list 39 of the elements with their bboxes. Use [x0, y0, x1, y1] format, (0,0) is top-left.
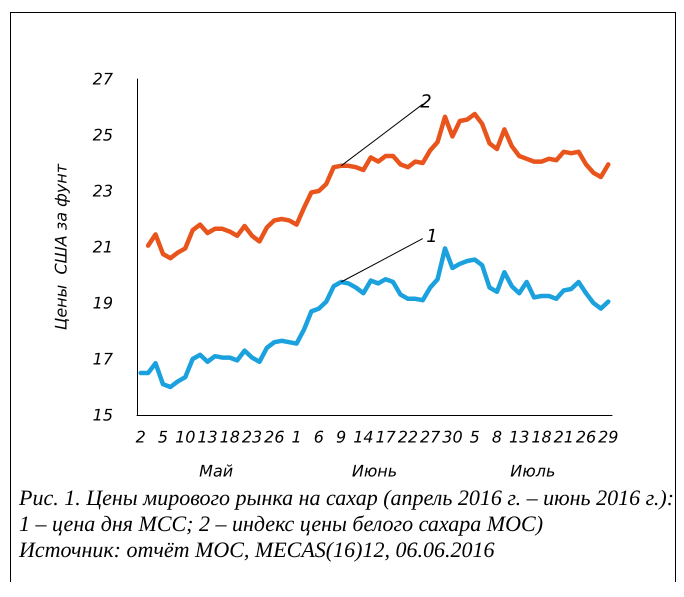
- y-tick-label: 25: [92, 126, 113, 144]
- x-tick-label: 6: [314, 428, 324, 446]
- x-tick-label: 23: [242, 428, 262, 446]
- x-tick-label: 22: [398, 428, 418, 446]
- y-tick-label: 21: [92, 238, 113, 256]
- x-tick-label: 30: [442, 428, 463, 446]
- line-series: [138, 246, 611, 390]
- x-tick-label: 21: [554, 428, 574, 446]
- text: Май: [199, 462, 234, 480]
- y-axis-title: Цены США за фунт: [52, 163, 70, 330]
- x-tick-label: 18: [531, 428, 552, 446]
- text: Рис. 1. Цены мирового рынка на сахар (апрель 2016 г. – июнь 2016 г.): 1 – цена дня МСС; 2 – индекс цены белого сахара МОС): [19, 485, 676, 537]
- line-series: [146, 112, 611, 260]
- text: Источник: отчёт МОС, MECAS(16)12, 06.06.2016: [19, 537, 496, 563]
- x-tick-label: 10: [175, 428, 196, 446]
- x-tick-label: 13: [197, 428, 218, 446]
- x-tick-label: 17: [375, 428, 397, 446]
- x-tick-label: 9: [336, 428, 346, 446]
- series-label: 2: [420, 91, 432, 112]
- y-tick-label: 17: [92, 350, 114, 368]
- x-tick-label: 8: [492, 428, 502, 446]
- x-tick-label: 5: [158, 428, 168, 446]
- y-tick-label: 27: [92, 70, 114, 88]
- x-tick-label: 18: [220, 428, 240, 446]
- x-tick-label: 26: [264, 428, 284, 446]
- y-tick-label: 23: [92, 182, 113, 200]
- y-tick-label: 19: [92, 294, 113, 312]
- x-tick-label: 2: [136, 428, 146, 446]
- series-label: 1: [426, 226, 438, 248]
- x-tick-label: 26: [576, 428, 596, 446]
- x-tick-label: 14: [353, 428, 374, 446]
- text: Июль: [510, 462, 556, 480]
- x-tick-label: 13: [509, 428, 530, 446]
- y-tick-label: 15: [92, 406, 113, 424]
- x-tick-label: 29: [598, 428, 618, 446]
- x-tick-label: 27: [420, 428, 442, 446]
- x-tick-label: 1: [291, 428, 302, 446]
- x-tick-label: 5: [470, 428, 480, 446]
- text: Июнь: [352, 462, 398, 480]
